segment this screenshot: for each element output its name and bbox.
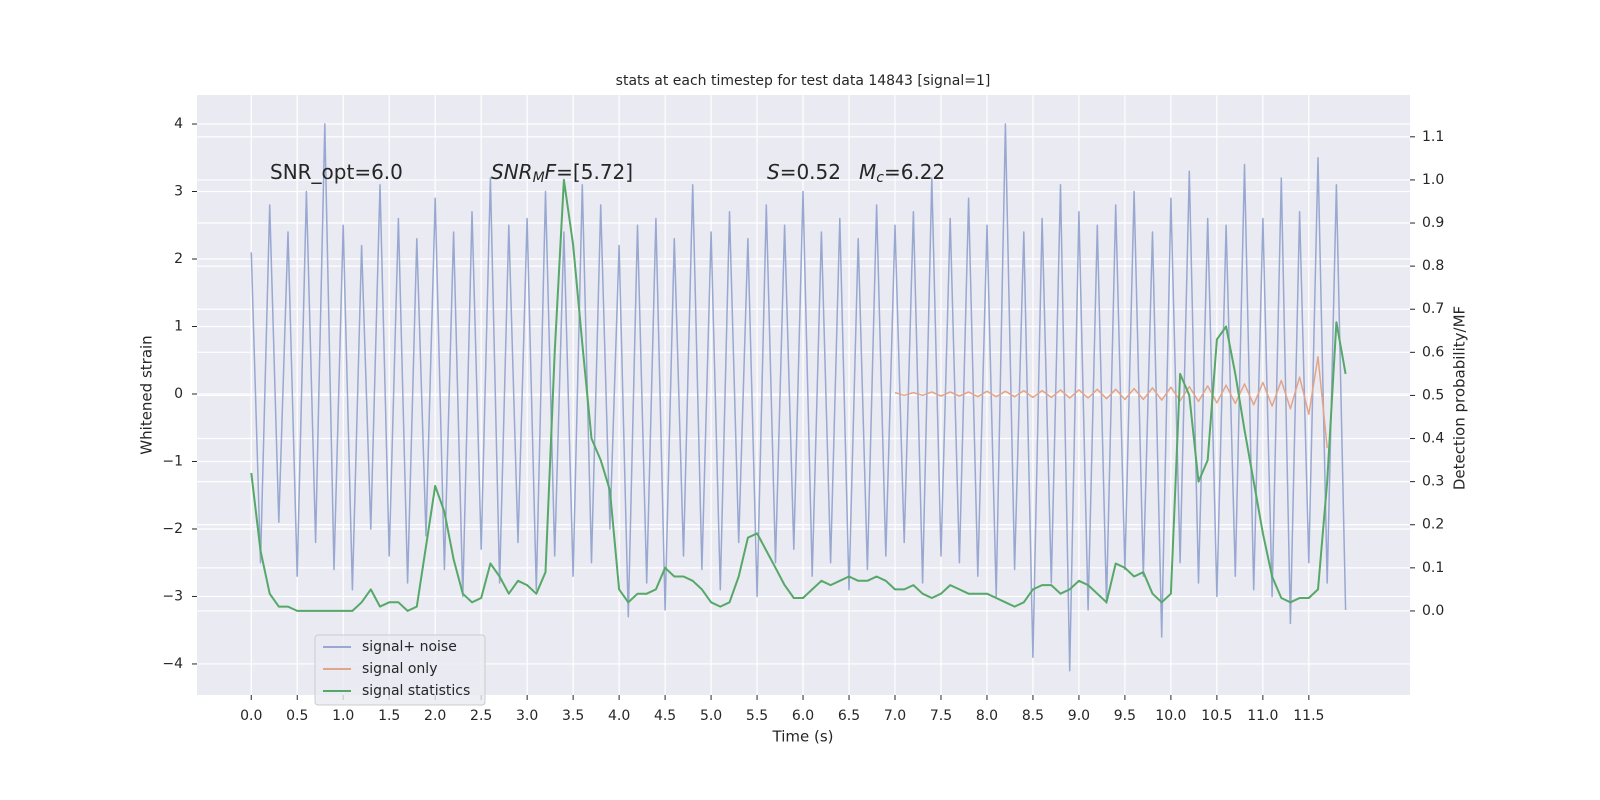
x-tick-label: 7.0 (884, 708, 906, 724)
x-tick-label: 4.0 (608, 708, 630, 724)
legend-box (314, 634, 486, 706)
annotation-part: S (767, 160, 780, 184)
annotation-part: M (533, 170, 545, 186)
y2-tick-label: 0.8 (1422, 258, 1444, 274)
y-tick-label: 3 (174, 184, 183, 200)
legend-label: signal+ noise (362, 639, 457, 655)
legend-label: signal only (362, 661, 437, 677)
x-tick-label: 9.0 (1068, 708, 1090, 724)
annotation: S=0.52 (767, 160, 841, 184)
annotation-part: =6.22 (884, 160, 945, 184)
y2-tick-label: 0.0 (1422, 603, 1444, 619)
y2-tick-label: 0.7 (1422, 301, 1444, 317)
y2-axis-label: Detection probability/MF (1451, 306, 1469, 490)
y2-tick-label: 0.2 (1422, 517, 1444, 533)
y2-tick-label: 0.3 (1422, 474, 1444, 490)
chart-title: stats at each timestep for test data 148… (616, 73, 991, 89)
x-tick-label: 10.0 (1155, 708, 1186, 724)
x-axis-label: Time (s) (772, 728, 834, 746)
y2-tick-label: 1.1 (1422, 129, 1444, 145)
x-tick-label: 11.5 (1293, 708, 1324, 724)
annotation-part: SNR (491, 160, 533, 184)
y-tick-label: 2 (174, 251, 183, 267)
annotation: SNR_opt=6.0 (270, 160, 403, 184)
x-tick-label: 0.5 (286, 708, 308, 724)
y-axis-label: Whitened strain (138, 335, 156, 454)
annotation-part: SNR_opt=6.0 (270, 160, 403, 184)
x-tick-label: 8.5 (1022, 708, 1044, 724)
series-line (894, 356, 1328, 449)
x-tick-label: 10.5 (1201, 708, 1232, 724)
annotation-part: c (876, 170, 884, 186)
y-tick-label: −3 (162, 588, 183, 604)
series-line (250, 123, 1347, 672)
x-tick-label: 5.0 (700, 708, 722, 724)
x-tick-label: 3.0 (516, 708, 538, 724)
annotation: Mc=6.22 (859, 160, 945, 187)
x-tick-label: 1.0 (332, 708, 354, 724)
x-tick-label: 6.5 (838, 708, 860, 724)
y-tick-label: 4 (174, 116, 183, 132)
y-tick-label: 1 (174, 318, 183, 334)
y2-tick-label: 0.9 (1422, 215, 1444, 231)
x-tick-label: 8.0 (976, 708, 998, 724)
x-tick-label: 4.5 (654, 708, 676, 724)
x-tick-label: 5.5 (746, 708, 768, 724)
x-tick-label: 2.0 (424, 708, 446, 724)
y-tick-label: 0 (174, 386, 183, 402)
y-tick-label: −2 (162, 521, 183, 537)
annotation-part: =[5.72] (556, 160, 633, 184)
y-tick-label: −1 (162, 453, 183, 469)
y2-tick-label: 0.4 (1422, 431, 1444, 447)
x-tick-label: 0.0 (240, 708, 262, 724)
annotation-part: F (545, 160, 557, 184)
x-tick-label: 1.5 (378, 708, 400, 724)
y2-tick-label: 0.5 (1422, 387, 1444, 403)
annotation-part: M (859, 160, 876, 184)
x-tick-label: 2.5 (470, 708, 492, 724)
y2-tick-label: 0.1 (1422, 560, 1444, 576)
series-line (250, 178, 1347, 612)
x-tick-label: 7.5 (930, 708, 952, 724)
legend-label: signal statistics (362, 683, 470, 699)
annotation-part: =0.52 (780, 160, 841, 184)
y2-tick-label: 0.6 (1422, 344, 1444, 360)
y-tick-label: −4 (162, 656, 183, 672)
x-tick-label: 3.5 (562, 708, 584, 724)
x-tick-label: 11.0 (1247, 708, 1278, 724)
x-tick-label: 9.5 (1114, 708, 1136, 724)
y2-tick-label: 1.0 (1422, 172, 1444, 188)
x-tick-label: 6.0 (792, 708, 814, 724)
annotation: SNRMF=[5.72] (491, 160, 633, 187)
